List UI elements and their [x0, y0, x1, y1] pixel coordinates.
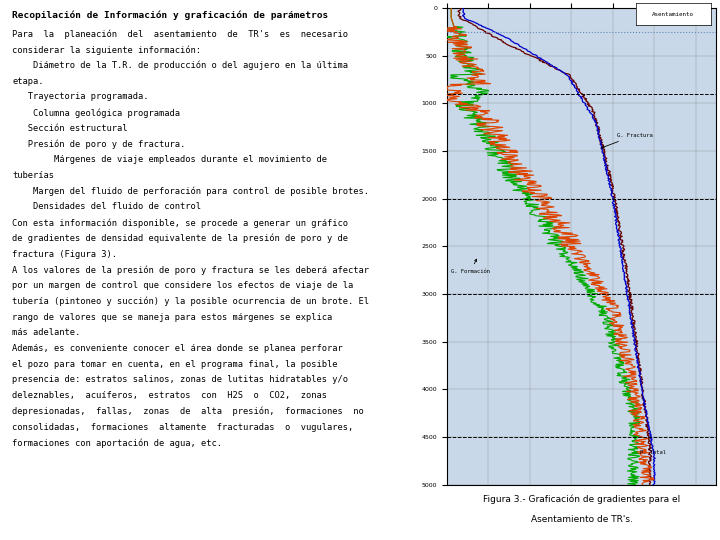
Text: Asentamiento de TR's.: Asentamiento de TR's.: [531, 515, 633, 524]
Text: Con esta información disponible, se procede a generar un gráfico: Con esta información disponible, se proc…: [12, 218, 348, 228]
Text: P. Total: P. Total: [640, 450, 666, 455]
Text: de gradientes de densidad equivalente de la presión de poro y de: de gradientes de densidad equivalente de…: [12, 234, 348, 244]
Text: Densidades del fluido de control: Densidades del fluido de control: [12, 202, 202, 212]
Text: Margen del fluido de perforación para control de posible brotes.: Margen del fluido de perforación para co…: [12, 187, 369, 196]
Text: Presión de poro y de fractura.: Presión de poro y de fractura.: [12, 140, 186, 149]
Text: el pozo para tomar en cuenta, en el programa final, la posible: el pozo para tomar en cuenta, en el prog…: [12, 360, 338, 369]
Text: formaciones con aportación de agua, etc.: formaciones con aportación de agua, etc.: [12, 438, 222, 448]
Text: rango de valores que se maneja para estos márgenes se explica: rango de valores que se maneja para esto…: [12, 313, 333, 321]
Text: G. Formación: G. Formación: [451, 259, 490, 274]
Text: deleznables,  acuíferos,  estratos  con  H2S  o  CO2,  zonas: deleznables, acuíferos, estratos con H2S…: [12, 391, 328, 400]
Text: A los valores de la presión de poro y fractura se les deberá afectar: A los valores de la presión de poro y fr…: [12, 265, 369, 275]
Text: fractura (Figura 3).: fractura (Figura 3).: [12, 249, 117, 259]
Text: G. Fractura: G. Fractura: [602, 133, 653, 148]
Text: por un margen de control que considere los efectos de viaje de la: por un margen de control que considere l…: [12, 281, 354, 290]
Text: Diámetro de la T.R. de producción o del agujero en la última: Diámetro de la T.R. de producción o del …: [12, 61, 348, 71]
Text: más adelante.: más adelante.: [12, 328, 81, 338]
Text: Trayectoria programada.: Trayectoria programada.: [12, 92, 149, 102]
Text: Márgenes de viaje empleados durante el movimiento de: Márgenes de viaje empleados durante el m…: [12, 156, 328, 164]
Text: considerar la siguiente información:: considerar la siguiente información:: [12, 45, 202, 55]
Text: etapa.: etapa.: [12, 77, 44, 86]
Text: depresionadas,  fallas,  zonas  de  alta  presión,  formaciones  no: depresionadas, fallas, zonas de alta pre…: [12, 407, 364, 416]
Text: presencia de: estratos salinos, zonas de lutitas hidratables y/o: presencia de: estratos salinos, zonas de…: [12, 375, 348, 384]
Text: tuberías: tuberías: [12, 171, 54, 180]
Text: Además, es conveniente conocer el área donde se planea perforar: Además, es conveniente conocer el área d…: [12, 344, 343, 353]
Text: Sección estructural: Sección estructural: [12, 124, 128, 133]
Text: Recopilación de Información y graficación de parámetros: Recopilación de Información y graficació…: [12, 10, 328, 20]
Text: Para  la  planeación  del  asentamiento  de  TR's  es  necesario: Para la planeación del asentamiento de T…: [12, 30, 348, 39]
Text: consolidadas,  formaciones  altamente  fracturadas  o  vugulares,: consolidadas, formaciones altamente frac…: [12, 423, 354, 431]
Text: Columna geológica programada: Columna geológica programada: [12, 108, 180, 118]
Text: tubería (pintoneo y succión) y la posible ocurrencia de un brote. El: tubería (pintoneo y succión) y la posibl…: [12, 297, 369, 306]
Text: Figura 3.- Graficación de gradientes para el: Figura 3.- Graficación de gradientes par…: [483, 495, 680, 504]
